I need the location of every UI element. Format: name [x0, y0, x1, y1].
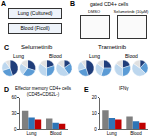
svg-text:Lung: Lung [107, 131, 118, 136]
svg-text:30: 30 [12, 111, 18, 116]
html-text:A: A [1, 0, 7, 7]
svg-text:IFNγ: IFNγ [119, 86, 129, 91]
svg-text:E: E [84, 86, 89, 93]
svg-text:Selumetinib: Selumetinib [21, 44, 53, 50]
svg-text:0: 0 [94, 127, 97, 132]
html-text:Lung (Cultured): Lung (Cultured) [17, 10, 53, 16]
svg-text:Blood: Blood [125, 53, 138, 59]
svg-text:10: 10 [92, 111, 98, 116]
svg-text:Effector memory CD4+ cells(CD4: Effector memory CD4+ cells(CD45+CD62L-) [15, 86, 72, 97]
svg-text:Blood: Blood [50, 131, 62, 136]
svg-text:0: 0 [14, 127, 17, 132]
svg-text:Lung: Lung [27, 131, 38, 136]
svg-text:Blood: Blood [130, 131, 142, 136]
svg-text:Trametinib: Trametinib [98, 44, 127, 50]
html-text:Blood (Ficoll): Blood (Ficoll) [20, 25, 50, 31]
html-text:gated CD4+ cells: gated CD4+ cells [90, 1, 129, 7]
svg-text:Blood: Blood [49, 53, 62, 59]
svg-text:Lung: Lung [89, 53, 100, 59]
svg-text:C: C [4, 44, 9, 51]
html-text:Selumetinib (10µM): Selumetinib (10µM) [113, 9, 149, 14]
svg-text:60: 60 [12, 95, 18, 100]
html-text:B: B [70, 0, 76, 7]
svg-text:D: D [4, 86, 9, 93]
svg-text:Lung: Lung [13, 53, 24, 59]
html-text:DMSO: DMSO [88, 9, 100, 14]
svg-text:20: 20 [92, 95, 98, 100]
